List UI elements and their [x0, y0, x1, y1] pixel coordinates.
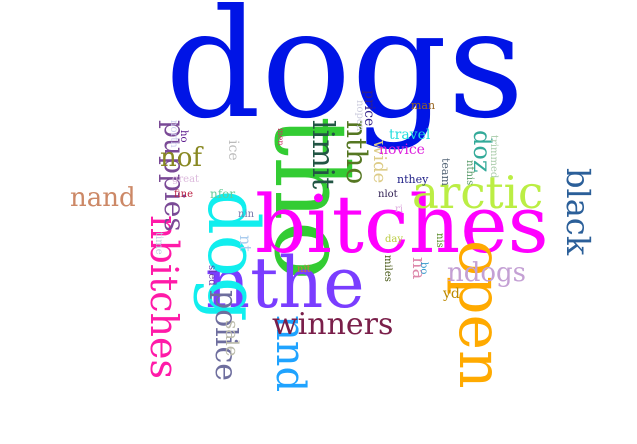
word-nit: nit	[297, 264, 311, 275]
word-dogs: dogs	[165, 0, 525, 152]
word-time: time	[153, 232, 164, 255]
word-nand: nand	[70, 183, 136, 213]
word-bitches: bitches	[255, 178, 549, 271]
word-nthey: nthey	[397, 173, 429, 186]
word-nis: nis	[434, 233, 445, 248]
word-trimmed: trimmed	[488, 135, 499, 179]
word-great: great	[172, 174, 200, 185]
word-nt: nt	[236, 235, 255, 252]
word-nopen: nopen	[354, 100, 365, 132]
word-ho: ho	[178, 130, 189, 143]
word-black: black	[559, 168, 597, 256]
word-team: team	[439, 158, 452, 186]
word-travel: travel	[389, 127, 431, 143]
word-man: man	[411, 99, 436, 112]
word-north: north	[168, 120, 179, 148]
word-ndogs: ndogs	[447, 258, 527, 288]
word-limit: limit	[305, 120, 340, 190]
word-fine: fine	[174, 189, 194, 200]
word-nin: nin	[238, 209, 255, 220]
word-arctic: arctic	[412, 166, 544, 219]
word-sled: sled	[206, 265, 217, 286]
word-yd: yd	[443, 286, 460, 302]
word-sale: sale	[221, 320, 242, 357]
word-nof: nof	[160, 143, 203, 173]
word-ice: ice	[225, 140, 241, 161]
word-novice: novice	[379, 142, 425, 158]
word-ri: ri	[395, 204, 403, 215]
word-bo: bo	[418, 262, 429, 275]
word-winners: winners	[272, 307, 394, 342]
word-nbitches: nbitches	[142, 215, 186, 379]
word-nthis: nthis	[464, 160, 475, 186]
word-nlot: nlot	[378, 189, 398, 200]
word-day: day	[385, 234, 404, 245]
word-men: men	[276, 128, 285, 146]
word-miles: miles	[382, 255, 393, 282]
word-nthe: nthe	[205, 242, 365, 324]
word-nfor: nfor	[210, 187, 236, 201]
